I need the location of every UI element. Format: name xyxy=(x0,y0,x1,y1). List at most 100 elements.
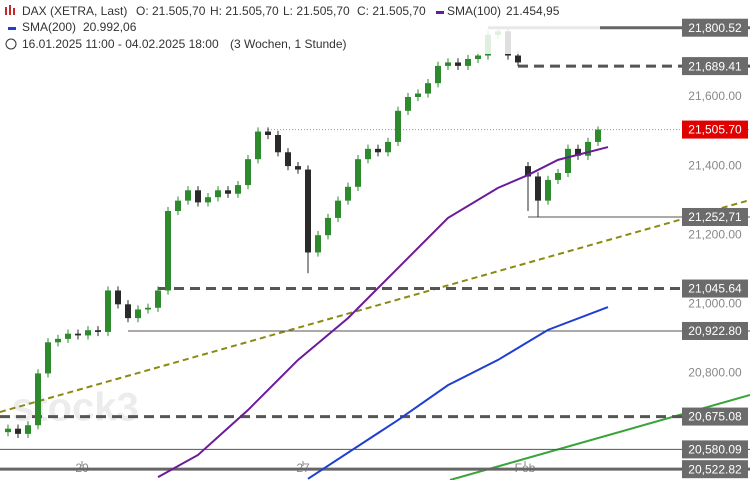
legend-swatch xyxy=(436,11,444,14)
candle-body xyxy=(385,141,391,153)
candle-body xyxy=(475,55,481,59)
candle-body xyxy=(345,186,351,201)
candle-body xyxy=(455,62,461,66)
close: C: 21.505,70 xyxy=(357,4,426,18)
candle-body xyxy=(75,333,81,336)
candle-body xyxy=(275,134,281,153)
candle-body xyxy=(95,330,101,332)
candle-body xyxy=(15,428,21,434)
y-tick-label: 21,400.00 xyxy=(688,158,742,172)
candle-body xyxy=(105,290,111,332)
candle-body xyxy=(295,166,301,170)
sma-line xyxy=(157,146,609,478)
level-box xyxy=(682,279,748,298)
legend-value: 20.992,06 xyxy=(83,20,137,34)
level-label: 20,922.80 xyxy=(688,324,742,338)
candle-body xyxy=(445,62,451,66)
candle-body xyxy=(425,83,431,94)
candle-body xyxy=(515,55,521,63)
candle-body xyxy=(575,148,581,156)
candle-body xyxy=(585,141,591,156)
date-range: 16.01.2025 11:00 - 04.02.2025 18:00 xyxy=(22,37,219,51)
level-box xyxy=(682,18,748,37)
legend-label: SMA(100) xyxy=(447,4,501,18)
candle-body xyxy=(375,148,381,153)
candle-body xyxy=(525,166,531,177)
candle-body xyxy=(135,309,141,319)
candle-body xyxy=(565,148,571,174)
level-label: 21,045.64 xyxy=(688,282,742,296)
trend-line xyxy=(0,199,750,413)
candle-body xyxy=(465,58,471,66)
candle-body xyxy=(325,217,331,236)
level-label: 20,580.09 xyxy=(688,443,742,457)
level-box xyxy=(682,207,748,226)
candle-body xyxy=(355,159,361,187)
level-box xyxy=(682,57,748,76)
candle-body xyxy=(395,110,401,142)
y-tick-label: 21,200.00 xyxy=(688,227,742,241)
candle-body xyxy=(65,333,71,339)
candle-body xyxy=(405,96,411,111)
candle-body xyxy=(225,190,231,194)
candle-body xyxy=(365,148,371,160)
symbol: DAX (XETRA, Last) xyxy=(22,4,127,18)
level-label: 20,675.08 xyxy=(688,410,742,424)
candle-body xyxy=(195,190,201,203)
candle-body xyxy=(125,304,131,319)
legend-label: SMA(200) xyxy=(22,20,76,34)
candle-body xyxy=(165,211,171,291)
icon xyxy=(5,7,7,15)
level-label: 21,252,71 xyxy=(688,210,742,224)
legend-value: 21.454,95 xyxy=(506,4,560,18)
y-tick-label: 20,800.00 xyxy=(688,366,742,380)
level-label: 21,505.70 xyxy=(688,123,742,137)
level-box xyxy=(682,440,748,459)
candle-body xyxy=(155,290,161,308)
candle-body xyxy=(175,200,181,212)
icon xyxy=(9,5,11,15)
candle-body xyxy=(255,131,261,160)
high: H: 21.505,70 xyxy=(210,4,279,18)
candle-body xyxy=(245,159,251,186)
candle-body xyxy=(315,235,321,253)
candle-body xyxy=(35,373,41,426)
candle-body xyxy=(555,173,561,180)
candle-body xyxy=(25,425,31,434)
low: L: 21.505,70 xyxy=(283,4,350,18)
candle-body xyxy=(215,190,221,198)
candle-body xyxy=(55,338,61,343)
candle-body xyxy=(265,131,271,135)
level-box xyxy=(682,407,748,426)
candle-body xyxy=(305,169,311,253)
watermark: stock3 xyxy=(12,386,139,430)
candle-body xyxy=(335,200,341,218)
candle-body xyxy=(185,190,191,201)
level-label: 21,800.52 xyxy=(688,21,742,35)
level-box xyxy=(682,120,748,139)
header: DAX (XETRA, Last) O: 21.505,70 H: 21.505… xyxy=(5,4,560,51)
candle-body xyxy=(45,342,51,374)
timeframe: (3 Wochen, 1 Stunde) xyxy=(230,37,347,51)
level-box xyxy=(682,321,748,340)
level-box xyxy=(682,460,748,479)
icon xyxy=(13,8,15,15)
legend-swatch xyxy=(8,27,16,30)
candle-body xyxy=(235,185,241,194)
clock-icon xyxy=(5,38,17,50)
candle-body xyxy=(5,428,11,433)
candle-body xyxy=(415,93,421,97)
open: O: 21.505,70 xyxy=(136,4,206,18)
y-tick-label: 21,600.00 xyxy=(688,89,742,103)
candle-body xyxy=(435,65,441,84)
header-bg xyxy=(0,0,600,54)
candle-body xyxy=(285,152,291,167)
level-label: 21,689.41 xyxy=(688,59,742,73)
candle-body xyxy=(535,176,541,201)
candle-body xyxy=(205,197,211,203)
sma-line xyxy=(307,306,609,480)
candle-body xyxy=(85,330,91,336)
candle-body xyxy=(545,179,551,201)
candle-body xyxy=(145,307,151,310)
